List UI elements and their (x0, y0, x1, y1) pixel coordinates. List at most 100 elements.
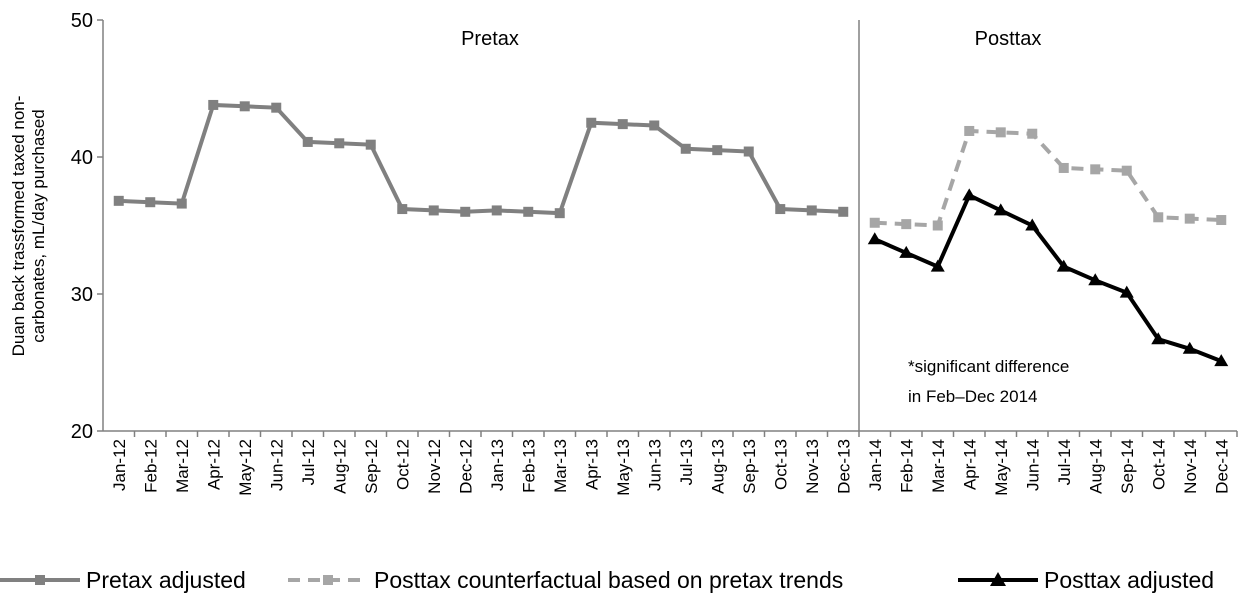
x-tick-label: Jan-12 (110, 439, 129, 491)
point (239, 101, 250, 112)
point (145, 197, 156, 208)
point (1025, 218, 1040, 231)
point (649, 120, 660, 131)
x-tick-label: Mar-13 (551, 439, 570, 493)
legend-label: Posttax counterfactual based on pretax t… (374, 567, 843, 593)
point (1214, 354, 1229, 367)
x-tick-label: Apr-13 (582, 439, 601, 490)
period-label: Posttax (975, 28, 1042, 50)
point (838, 206, 849, 217)
x-tick-label: May-12 (236, 439, 255, 496)
x-tick-label: Sep-14 (1118, 439, 1137, 494)
point (491, 205, 502, 216)
series-line (873, 192, 1222, 363)
point (743, 146, 754, 157)
x-tick-label: Jun-14 (1023, 439, 1042, 491)
legend-marker (990, 572, 1006, 586)
x-tick-label: Mar-14 (929, 439, 948, 493)
x-tick-label: Dec-14 (1212, 439, 1231, 494)
point (460, 206, 471, 217)
y-tick-label: 50 (71, 10, 93, 32)
x-tick-label: Aug-14 (1086, 439, 1105, 494)
point (302, 136, 313, 147)
period-label: Pretax (461, 28, 519, 50)
point (523, 206, 534, 217)
point (397, 204, 408, 215)
point (964, 125, 975, 136)
x-tick-label: Feb-14 (897, 439, 916, 493)
x-tick-label: Mar-12 (173, 439, 192, 493)
series-line (874, 128, 1222, 228)
point (1121, 165, 1132, 176)
x-tick-label: Jul-13 (677, 439, 696, 485)
point (712, 145, 723, 156)
point (271, 102, 282, 113)
x-tick-label: Dec-12 (456, 439, 475, 494)
x-tick-label: Jan-13 (488, 439, 507, 491)
y-axis-label: carbonates, mL/day purchased (29, 109, 48, 342)
x-tick-label: Jan-14 (866, 439, 885, 491)
point (208, 99, 219, 110)
point (995, 127, 1006, 138)
point (899, 245, 914, 258)
x-tick-label: Nov-13 (803, 439, 822, 494)
point (365, 139, 376, 150)
x-tick-label: Aug-12 (330, 439, 349, 494)
legend-label: Posttax adjusted (1044, 567, 1214, 593)
point (1153, 212, 1164, 223)
y-tick-label: 30 (71, 284, 93, 306)
series-line (118, 102, 844, 216)
x-tick-label: Sep-12 (362, 439, 381, 494)
point (680, 143, 691, 154)
x-tick-label: Oct-14 (1149, 439, 1168, 490)
point (867, 232, 882, 245)
point (1056, 259, 1071, 272)
point (930, 259, 945, 272)
point (932, 220, 943, 231)
point (901, 219, 912, 230)
point (1216, 215, 1227, 226)
point (1088, 273, 1103, 286)
x-tick-label: Dec-13 (834, 439, 853, 494)
point (334, 138, 345, 149)
legend-label: Pretax adjusted (86, 567, 246, 593)
annotation: *significant difference (908, 357, 1069, 376)
point (176, 198, 187, 209)
point (428, 205, 439, 216)
point (1090, 164, 1101, 175)
point (1027, 128, 1038, 139)
x-tick-label: Apr-14 (960, 439, 979, 490)
x-tick-label: Jun-13 (645, 439, 664, 491)
x-tick-label: Aug-13 (708, 439, 727, 494)
point (1058, 162, 1069, 173)
point (993, 203, 1008, 216)
point (1182, 341, 1197, 354)
point (775, 204, 786, 215)
x-tick-label: May-13 (614, 439, 633, 496)
x-tick-label: Apr-12 (204, 439, 223, 490)
point (1184, 213, 1195, 224)
x-tick-label: Jul-14 (1055, 439, 1074, 485)
point (617, 119, 628, 130)
point (962, 188, 977, 201)
annotation: in Feb–Dec 2014 (908, 387, 1037, 406)
y-axis-label: Duan back trassformed taxed non- (9, 96, 28, 357)
point (869, 217, 880, 228)
x-tick-label: Nov-14 (1181, 439, 1200, 494)
x-tick-label: Feb-12 (141, 439, 160, 493)
x-tick-label: Oct-12 (393, 439, 412, 490)
x-tick-label: Jun-12 (267, 439, 286, 491)
point (554, 208, 565, 219)
x-tick-label: Feb-13 (519, 439, 538, 493)
x-tick-label: Jul-12 (299, 439, 318, 485)
point (113, 195, 124, 206)
y-tick-label: 20 (71, 421, 93, 443)
x-tick-label: May-14 (992, 439, 1011, 496)
x-tick-label: Oct-13 (771, 439, 790, 490)
x-tick-label: Nov-12 (425, 439, 444, 494)
point (806, 205, 817, 216)
point (1151, 332, 1166, 345)
y-tick-label: 40 (71, 147, 93, 169)
point (1119, 285, 1134, 298)
legend-marker (35, 575, 45, 585)
